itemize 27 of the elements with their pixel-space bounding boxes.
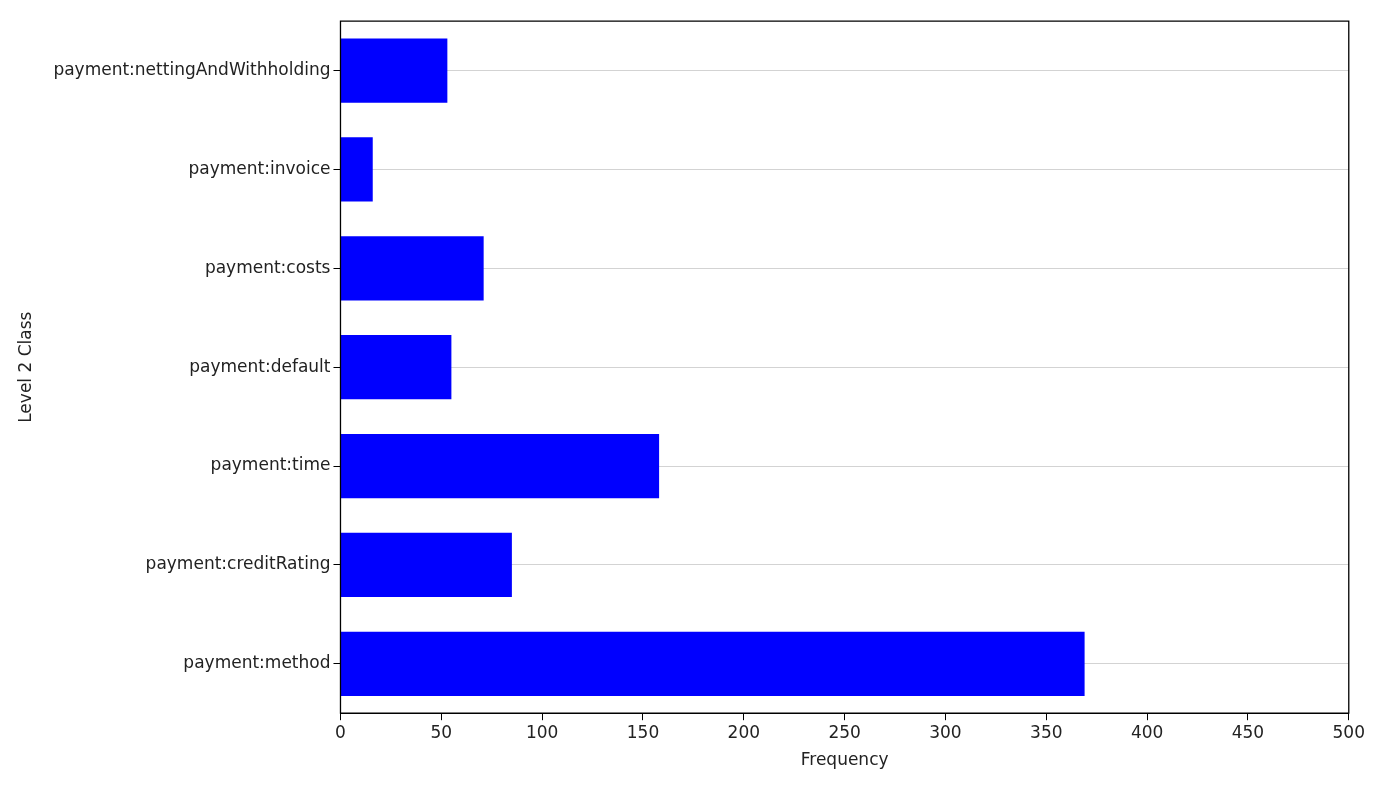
x-tick-label: 100 — [525, 721, 559, 742]
bar — [340, 433, 660, 499]
x-tick-label: 150 — [626, 721, 660, 742]
x-tick-label: 400 — [1130, 721, 1164, 742]
bar — [340, 335, 452, 400]
bar — [340, 137, 373, 202]
x-tick-label: 450 — [1231, 721, 1265, 742]
y-tick-label: payment:nettingAndWithholding — [53, 59, 331, 80]
y-tick-label: payment:costs — [204, 256, 331, 277]
y-axis-title: Level 2 Class — [14, 311, 35, 423]
y-tick-label: payment:time — [210, 454, 331, 475]
x-tick-label: 200 — [727, 721, 761, 742]
bar — [340, 236, 484, 301]
y-tick-label: payment:default — [189, 355, 331, 376]
bar — [340, 532, 512, 598]
y-tick-label: payment:invoice — [188, 157, 331, 178]
y-tick-label: payment:method — [183, 652, 331, 673]
x-tick-label: 50 — [430, 721, 453, 742]
x-tick-label: 300 — [929, 721, 962, 742]
x-tick-label: 0 — [335, 721, 346, 742]
bar — [340, 631, 1085, 696]
x-tick-label: 250 — [828, 721, 861, 742]
x-tick-label: 500 — [1332, 721, 1365, 742]
x-tick-label: 350 — [1030, 721, 1063, 742]
bar — [340, 38, 448, 103]
x-axis-title: Frequency — [800, 749, 889, 770]
y-tick-label: payment:creditRating — [145, 553, 331, 574]
